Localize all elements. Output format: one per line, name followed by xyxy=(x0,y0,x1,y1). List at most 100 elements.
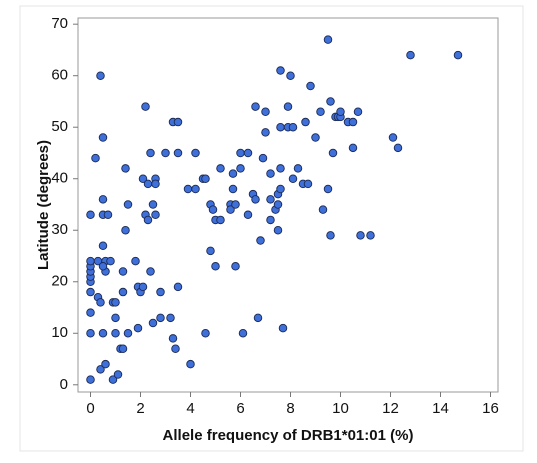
point xyxy=(106,256,115,266)
point xyxy=(98,262,108,271)
point xyxy=(98,133,108,142)
point xyxy=(91,153,100,163)
point xyxy=(121,164,130,173)
point xyxy=(173,148,183,158)
point xyxy=(111,298,120,307)
point xyxy=(148,318,158,328)
point xyxy=(283,102,293,111)
x-tick-label: 0 xyxy=(86,400,94,417)
y-tick-label: 50 xyxy=(51,118,68,135)
point xyxy=(243,148,253,158)
point xyxy=(171,344,180,353)
y-tick-label: 60 xyxy=(51,67,68,84)
point xyxy=(111,313,120,323)
point xyxy=(168,334,178,343)
point xyxy=(293,164,303,173)
point xyxy=(146,148,155,158)
plot-frame xyxy=(77,17,499,393)
point xyxy=(96,365,105,374)
point xyxy=(276,164,285,173)
point xyxy=(276,66,285,75)
point xyxy=(201,329,210,338)
point xyxy=(118,267,128,276)
y-tick-label: 70 xyxy=(51,15,68,32)
point xyxy=(86,375,95,384)
point xyxy=(236,164,245,173)
point xyxy=(121,225,130,235)
point xyxy=(256,236,265,245)
point xyxy=(86,308,95,317)
point xyxy=(276,184,285,194)
point xyxy=(151,210,160,220)
x-tick-label: 16 xyxy=(482,400,499,417)
point xyxy=(108,375,118,384)
point xyxy=(211,262,220,271)
point xyxy=(328,148,338,158)
x-tick-label: 2 xyxy=(136,400,144,417)
point xyxy=(348,117,358,127)
point xyxy=(278,323,288,333)
point xyxy=(261,128,270,137)
point xyxy=(266,195,275,204)
point xyxy=(231,200,240,209)
point xyxy=(143,179,153,189)
point xyxy=(273,200,283,209)
point xyxy=(301,117,310,127)
point xyxy=(208,205,218,214)
point xyxy=(266,215,275,225)
point xyxy=(261,107,270,117)
y-tick-label: 20 xyxy=(51,273,68,290)
point xyxy=(276,122,285,132)
point xyxy=(86,256,95,266)
point xyxy=(148,200,158,209)
point xyxy=(166,313,175,323)
point xyxy=(228,184,238,194)
point xyxy=(323,35,333,44)
point xyxy=(243,210,253,220)
point xyxy=(348,143,358,153)
point xyxy=(186,359,195,369)
y-tick-label: 30 xyxy=(51,221,68,238)
point xyxy=(101,359,110,369)
point xyxy=(113,370,123,379)
point xyxy=(103,210,113,220)
point xyxy=(216,215,225,225)
point xyxy=(236,148,245,158)
point xyxy=(123,200,133,209)
point xyxy=(118,344,128,353)
point xyxy=(141,102,150,111)
y-axis-label: Latitude (degrees) xyxy=(35,140,52,270)
point xyxy=(98,195,108,204)
point xyxy=(138,282,148,292)
point xyxy=(353,107,363,117)
point xyxy=(173,117,183,127)
outer-frame xyxy=(19,5,524,452)
point xyxy=(98,329,108,338)
point xyxy=(216,164,225,173)
x-tick-label: 14 xyxy=(432,400,449,417)
point xyxy=(336,107,345,117)
point xyxy=(118,287,128,297)
point xyxy=(173,282,183,292)
point xyxy=(231,262,240,271)
point xyxy=(306,81,315,91)
point xyxy=(323,184,333,194)
x-tick-label: 10 xyxy=(332,400,349,417)
point xyxy=(183,184,193,194)
point xyxy=(96,71,105,80)
point xyxy=(133,323,143,333)
point xyxy=(191,184,200,194)
point xyxy=(86,329,95,338)
point xyxy=(161,148,170,158)
point xyxy=(238,329,248,338)
point xyxy=(253,313,263,323)
x-tick-label: 12 xyxy=(382,400,399,417)
point xyxy=(356,231,365,240)
point xyxy=(393,143,403,153)
point xyxy=(366,231,375,240)
y-tick-label: 10 xyxy=(51,324,68,341)
x-tick-label: 4 xyxy=(186,400,194,417)
point xyxy=(286,71,295,80)
x-axis-label: Allele frequency of DRB1*01:01 (%) xyxy=(163,427,414,444)
